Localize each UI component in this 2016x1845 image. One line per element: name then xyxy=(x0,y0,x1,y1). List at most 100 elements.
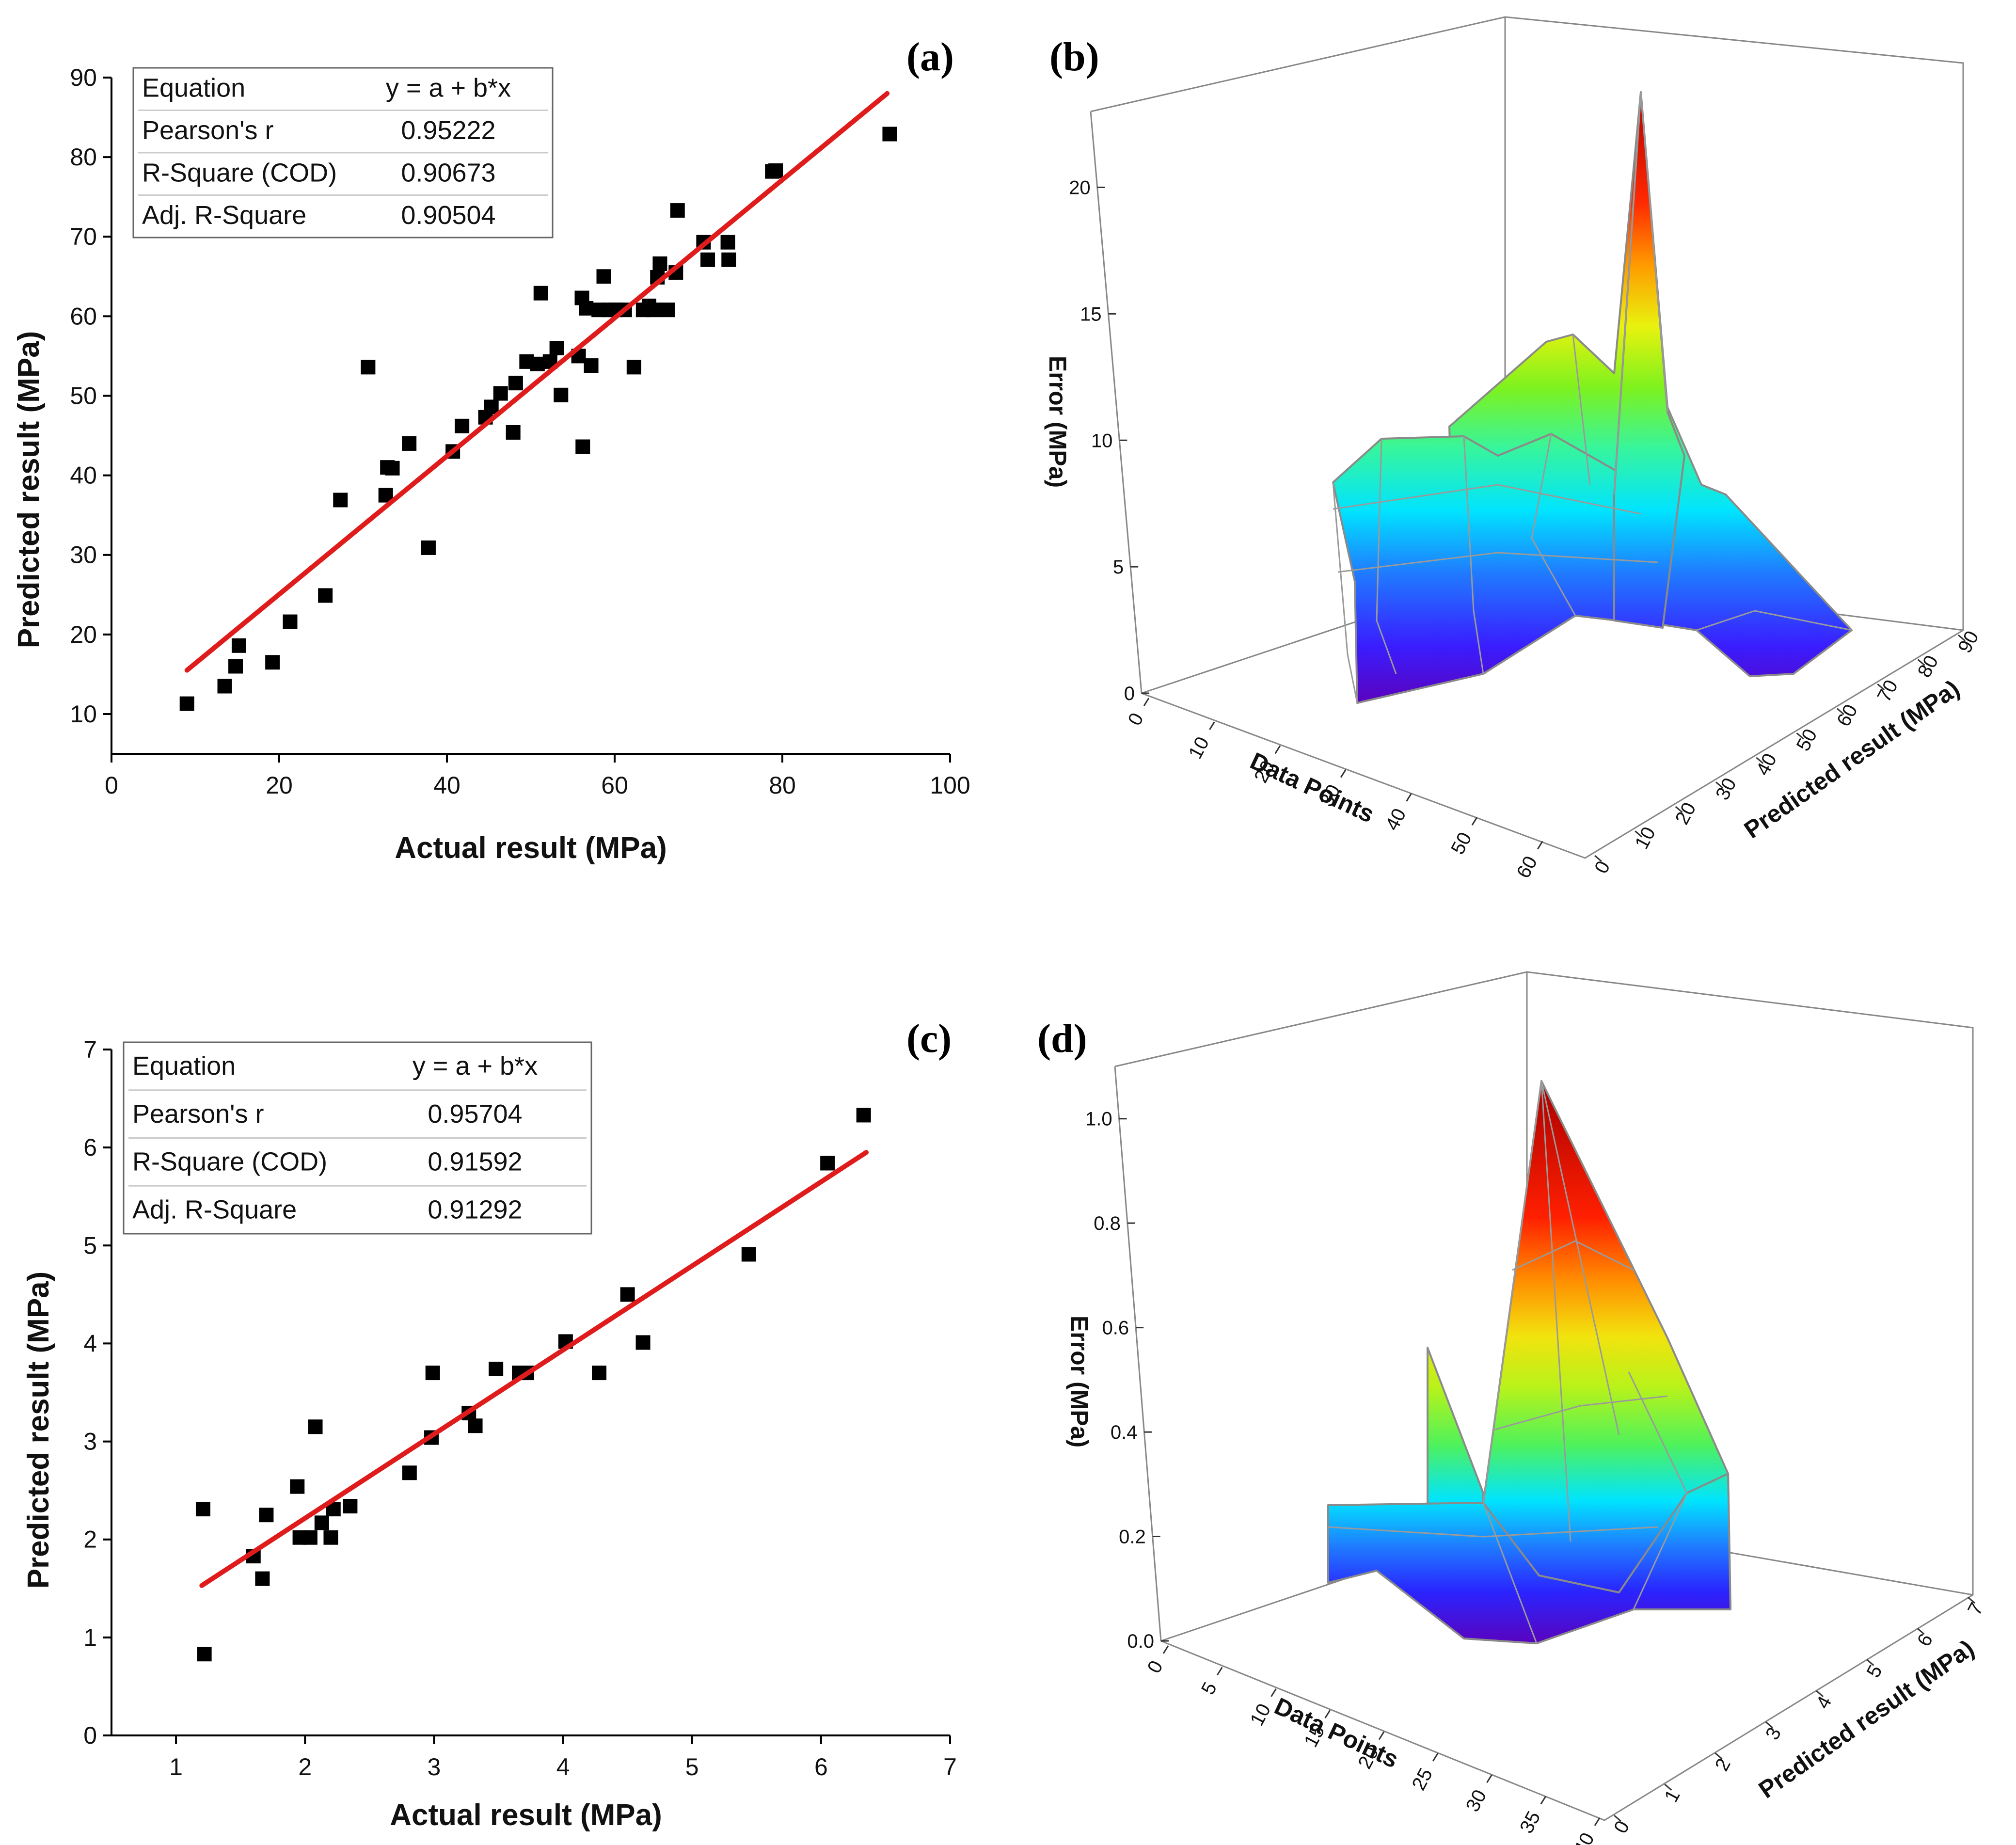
c-data-point xyxy=(820,1156,835,1171)
d-y-tick-label: 0 xyxy=(1610,1817,1634,1837)
a-data-point xyxy=(402,436,417,451)
d-y-tick-label: 7 xyxy=(1964,1599,1987,1619)
panel-a-x-axis-title: Actual result (MPa) xyxy=(395,831,667,865)
b-y-tick-mark xyxy=(1594,855,1602,862)
d-x-tick-label: 35 xyxy=(1516,1808,1545,1837)
c-x-tick-label: 3 xyxy=(427,1753,441,1781)
b-x-tick-mark xyxy=(1209,721,1215,731)
c-table-value: 0.91292 xyxy=(428,1195,522,1224)
a-data-point xyxy=(421,540,436,555)
c-x-tick-label: 2 xyxy=(298,1753,312,1781)
d-x-tick-label: 0 xyxy=(1143,1657,1167,1677)
c-data-point xyxy=(425,1366,440,1381)
c-y-tick-label: 0 xyxy=(83,1722,97,1749)
panel-b-mesh-line xyxy=(1640,92,1668,413)
b-z-tick-label: 15 xyxy=(1080,303,1102,325)
panel-b-z-axis-title: Error (MPa) xyxy=(1044,356,1071,488)
b-z-tick-label: 0 xyxy=(1124,683,1135,704)
panel-a-stats-table: Equation y = a + b*x Pearson's r 0.95222 R-S… xyxy=(132,67,554,239)
d-y-tick-mark xyxy=(1917,1628,1925,1635)
a-y-tick-label: 80 xyxy=(70,143,97,171)
a-data-point xyxy=(455,418,470,433)
b-y-tick-mark xyxy=(1958,634,1966,642)
panel-d-mesh-line xyxy=(1628,1371,1688,1494)
panel-d-z-axis-title: Error (MPa) xyxy=(1066,1316,1093,1447)
panel-d-mesh-line xyxy=(1633,1493,1688,1610)
panel-b-mesh-line xyxy=(1572,334,1591,485)
c-data-point xyxy=(468,1418,483,1433)
b-y-tick-mark xyxy=(1837,708,1844,715)
a-x-tick-label: 20 xyxy=(266,772,293,799)
d-y-tick-mark xyxy=(1816,1690,1824,1697)
panel-d-contour xyxy=(1512,1240,1634,1271)
panel-b-x-axis-title: Data Points xyxy=(1246,747,1379,828)
a-data-point xyxy=(179,696,194,711)
a-data-point xyxy=(231,638,246,653)
a-x-tick-label: 40 xyxy=(433,772,460,799)
a-data-point xyxy=(506,425,521,440)
b-y-tick-mark xyxy=(1756,757,1764,764)
panel-d-mesh-line xyxy=(1482,1502,1538,1644)
a-data-point xyxy=(670,203,685,218)
d-x-tick-mark xyxy=(1594,1817,1601,1826)
d-x-tick-mark xyxy=(1162,1645,1169,1654)
c-data-point xyxy=(489,1361,504,1376)
a-data-point xyxy=(646,302,661,318)
c-data-point xyxy=(308,1419,323,1434)
panel-a-axes: 0 20 40 60 80 100 10 20 30 40 50 60 70 80 90 xyxy=(70,64,970,799)
d-y-tick-mark xyxy=(1765,1721,1773,1729)
a-y-tick-label: 40 xyxy=(70,462,97,489)
c-x-tick-label: 4 xyxy=(556,1753,570,1781)
panel-c-label: (c) xyxy=(906,1016,952,1061)
panel-b-mesh-line xyxy=(1613,92,1642,495)
a-data-point xyxy=(283,614,298,629)
d-y-tick-label: 6 xyxy=(1913,1630,1937,1650)
a-data-point xyxy=(596,269,611,284)
c-x-tick-label: 5 xyxy=(685,1753,699,1781)
c-table-value: 0.91592 xyxy=(428,1147,522,1177)
d-y-tick-label: 1 xyxy=(1660,1786,1684,1806)
d-x-tick-label: 30 xyxy=(1462,1786,1491,1815)
panel-b-surface xyxy=(1332,91,1853,704)
c-x-tick-label: 6 xyxy=(814,1753,828,1781)
a-table-value: 0.95222 xyxy=(401,116,495,145)
a-table-key: Adj. R-Square xyxy=(142,201,306,230)
a-data-point xyxy=(318,588,333,603)
a-data-point xyxy=(554,387,569,402)
a-data-point xyxy=(333,493,348,508)
b-y-tick-label: 0 xyxy=(1590,858,1614,877)
c-y-tick-label: 2 xyxy=(83,1526,97,1553)
a-data-point xyxy=(652,256,667,271)
c-table-key: Equation xyxy=(132,1051,236,1081)
a-y-tick-label: 90 xyxy=(70,64,97,91)
a-data-point xyxy=(584,358,599,373)
panel-c-y-axis-title: Predicted result (MPa) xyxy=(22,1272,55,1589)
c-data-point xyxy=(620,1287,635,1302)
d-z-tick-label: 0.2 xyxy=(1119,1527,1146,1548)
a-data-point xyxy=(508,376,523,391)
c-regression-line xyxy=(199,1150,869,1588)
c-y-tick-label: 1 xyxy=(83,1624,97,1651)
panel-b-contour xyxy=(1337,552,1658,573)
c-data-point xyxy=(195,1502,210,1517)
d-x-tick-label: 10 xyxy=(1246,1700,1275,1729)
b-x-tick-mark xyxy=(1340,769,1347,778)
d-x-tick-mark xyxy=(1216,1667,1223,1676)
d-x-tick-mark xyxy=(1270,1688,1277,1697)
d-x-tick-mark xyxy=(1432,1753,1439,1762)
a-x-tick-label: 100 xyxy=(930,772,970,799)
b-z-tick-label: 5 xyxy=(1113,557,1124,578)
b-y-tick-mark xyxy=(1877,683,1885,691)
b-x-tick-label: 40 xyxy=(1381,805,1411,834)
a-data-point xyxy=(768,163,783,178)
d-x-tick-label: 25 xyxy=(1408,1765,1437,1794)
a-data-point xyxy=(660,302,675,318)
a-data-point xyxy=(700,252,715,267)
a-table-key: R-Square (COD) xyxy=(142,159,337,188)
b-y-tick-label: 70 xyxy=(1873,676,1902,705)
a-table-key: Equation xyxy=(142,74,245,103)
panel-b-mesh-line xyxy=(1531,433,1576,616)
a-table-value: y = a + b*x xyxy=(386,74,511,103)
c-data-point xyxy=(323,1530,338,1545)
c-table-key: Pearson's r xyxy=(132,1099,264,1129)
